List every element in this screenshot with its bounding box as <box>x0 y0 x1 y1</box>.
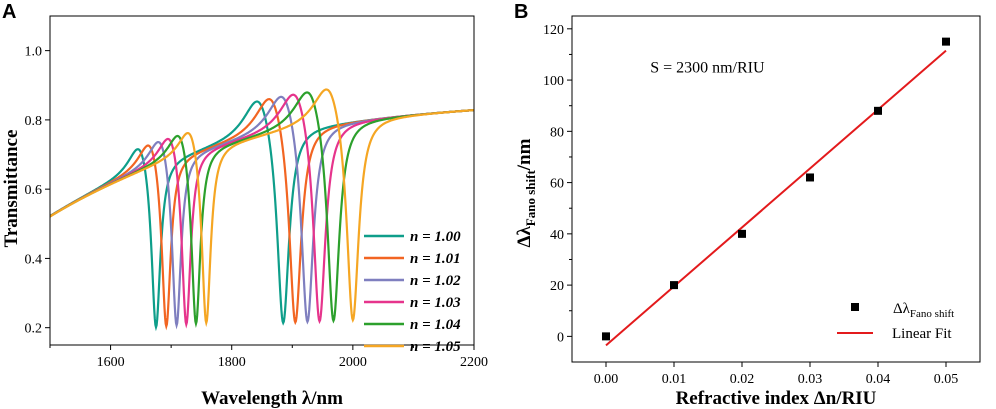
panel-b-data-point <box>670 281 678 290</box>
panel-b-x-tick-label: 0.04 <box>866 372 891 387</box>
panel-b-y-tick-label: 0 <box>557 330 564 345</box>
panel-b-x-tick-label: 0.00 <box>594 372 619 387</box>
panel-a-legend: n = 1.00 n = 1.01 n = 1.02 n = 1.03 n = 1.04… <box>364 229 461 355</box>
panel-b-y-tick-label: 80 <box>550 125 564 140</box>
panel-b-x-tick-label: 0.01 <box>662 372 687 387</box>
panel-a-y-tick-label: 0.6 <box>25 183 43 198</box>
panel-a-series-6-line <box>49 88 475 328</box>
panel-b-legend: ΔλFano shift Linear Fit <box>837 301 954 342</box>
panel-a-legend-label-6: n = 1.05 <box>410 339 461 355</box>
panel-b-data-point <box>806 173 814 182</box>
panel-b-data-point <box>738 229 746 238</box>
panel-b-y-axis-title-main: Δλ <box>514 226 535 248</box>
panel-a-x-tick-label: 2000 <box>339 355 367 370</box>
panel-a-legend-label-3: n = 1.02 <box>410 273 461 289</box>
panel-b-frame <box>571 15 981 363</box>
panel-b-legend-marker <box>851 303 859 311</box>
panel-b-legend-label-data-sub: Fano shift <box>910 308 954 320</box>
panel-a-series-3-line <box>49 95 475 330</box>
panel-b-y-axis-title: ΔλFano shift/nm <box>514 138 538 247</box>
panel-b-x-tick-label: 0.02 <box>730 372 755 387</box>
panel-b-y-tick-label: 40 <box>550 228 564 243</box>
panel-b-points <box>602 37 950 341</box>
panel-b-y-tick-label: 120 <box>543 23 564 38</box>
panel-b-ticks: 0.00 0.01 0.02 0.03 0.04 0.05 0 20 40 60 80 100 120 <box>543 23 958 387</box>
panel-b-y-tick-label: 100 <box>543 74 564 89</box>
panel-a-y-tick-label: 1.0 <box>25 45 43 60</box>
panel-b-y-tick-label: 60 <box>550 177 564 192</box>
panel-a-ticks: 1600 1800 2000 2200 0.2 0.4 0.6 0.8 1.0 <box>25 45 489 370</box>
panel-a-y-tick-label: 0.2 <box>25 322 43 337</box>
panel-a-y-axis-title: Transmittance <box>1 130 22 248</box>
panel-a: A 1600 1800 2000 2200 0.2 0.4 0.6 0.8 1.0 Wavele… <box>1 1 488 409</box>
panel-a-legend-label-4: n = 1.03 <box>410 295 461 311</box>
panel-b-x-axis-title: Refractive index Δn/RIU <box>676 388 877 409</box>
panel-b-data-point <box>874 106 882 115</box>
panel-b: B 0.00 0.01 0.02 0.03 0.04 0.05 0 20 40 60 80 100 12… <box>514 1 981 409</box>
panel-b-label: B <box>514 1 528 23</box>
panel-b-legend-label-data: ΔλFano shift <box>893 301 954 320</box>
panel-b-legend-label-fit: Linear Fit <box>892 326 952 342</box>
panel-a-series-4-line <box>49 93 475 329</box>
panel-a-x-tick-label: 1600 <box>97 355 125 370</box>
panel-b-x-tick-label: 0.03 <box>798 372 823 387</box>
panel-a-x-axis-title: Wavelength λ/nm <box>201 388 343 409</box>
panel-a-legend-label-5: n = 1.04 <box>410 317 461 333</box>
panel-a-y-tick-label: 0.8 <box>25 114 43 129</box>
panel-a-curves <box>49 88 475 332</box>
panel-a-y-tick-label: 0.4 <box>25 252 43 267</box>
panel-b-data-point <box>602 332 610 341</box>
panel-b-y-axis-title-unit: /nm <box>514 138 535 171</box>
panel-a-x-tick-label: 1800 <box>218 355 246 370</box>
panel-b-x-tick-label: 0.05 <box>934 372 959 387</box>
panel-a-legend-label-1: n = 1.00 <box>410 229 461 245</box>
panel-b-fit-line <box>605 49 947 347</box>
panel-a-frame <box>49 15 475 346</box>
panel-a-x-tick-label: 2200 <box>460 355 488 370</box>
panel-b-data-point <box>942 37 950 46</box>
panel-b-legend-label-data-main: Δλ <box>893 301 911 317</box>
panel-b-sensitivity-annotation: S = 2300 nm/RIU <box>650 59 765 76</box>
panel-b-y-tick-label: 20 <box>550 279 564 294</box>
panel-a-legend-label-2: n = 1.01 <box>410 251 461 267</box>
panel-b-y-axis-title-sub: Fano shift <box>523 170 538 227</box>
panel-a-label: A <box>2 1 16 23</box>
